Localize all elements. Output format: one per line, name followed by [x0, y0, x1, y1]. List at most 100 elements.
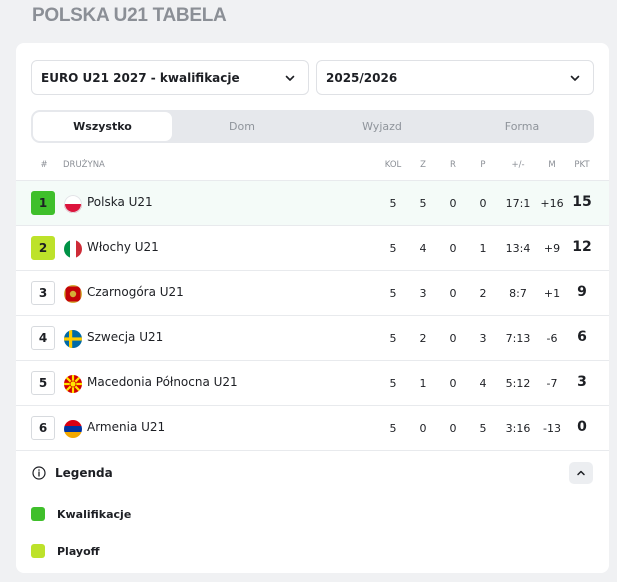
competition-select-value: EURO U21 2027 - kwalifikacje: [41, 70, 240, 85]
header-points: PKT: [574, 160, 590, 170]
goal-difference: +9: [543, 242, 561, 255]
poland-flag-icon: [64, 195, 82, 213]
draws: 0: [449, 332, 457, 345]
filter-tabs: Wszystko Dom Wyjazd Forma: [31, 110, 594, 143]
team-name[interactable]: Polska U21: [87, 195, 153, 209]
team-name[interactable]: Szwecja U21: [87, 330, 164, 344]
position-badge: 4: [31, 326, 55, 350]
table-row[interactable]: 1 Polska U21 5 5 0 0 17:1 +16 15: [16, 180, 609, 225]
sweden-flag-icon: [64, 330, 82, 348]
draws: 0: [449, 197, 457, 210]
draws: 0: [449, 287, 457, 300]
page-title: POLSKA U21 TABELA: [32, 5, 227, 26]
header-pos: #: [40, 160, 48, 170]
matches-played: 5: [389, 422, 397, 435]
chevron-up-icon: [577, 470, 585, 476]
competition-select[interactable]: EURO U21 2027 - kwalifikacje: [31, 60, 309, 95]
chevron-down-icon: [570, 75, 580, 81]
season-select[interactable]: 2025/2026: [316, 60, 594, 95]
legend-label: Playoff: [57, 544, 100, 558]
wins: 3: [419, 287, 427, 300]
legend-collapse-button[interactable]: [569, 462, 593, 484]
legend-item-playoff: Playoff: [31, 543, 100, 559]
team-name[interactable]: Macedonia Północna U21: [87, 375, 238, 389]
tab-dom[interactable]: Dom: [229, 120, 255, 133]
draws: 0: [449, 377, 457, 390]
goal-difference: +1: [543, 287, 561, 300]
position-badge: 1: [31, 191, 55, 215]
tab-forma[interactable]: Forma: [504, 120, 540, 133]
wins: 0: [419, 422, 427, 435]
table-row[interactable]: 3 Czarnogóra U21 5 3 0 2 8:7 +1 9: [16, 270, 609, 315]
goal-difference: -6: [546, 332, 558, 345]
matches-played: 5: [389, 332, 397, 345]
team-name[interactable]: Czarnogóra U21: [87, 285, 184, 299]
position-badge: 5: [31, 371, 55, 395]
table-header: # DRUŻYNA KOL Z R P +/- M PKT: [16, 155, 609, 175]
goals: 3:16: [505, 422, 531, 435]
points: 3: [577, 374, 587, 390]
goal-difference: -7: [546, 377, 558, 390]
points: 12: [572, 239, 592, 255]
losses: 4: [479, 377, 487, 390]
header-team: DRUŻYNA: [63, 160, 105, 170]
goals: 7:13: [505, 332, 531, 345]
points: 6: [577, 329, 587, 345]
info-icon: [32, 466, 46, 480]
goals: 8:7: [509, 287, 527, 300]
chevron-down-icon: [285, 75, 295, 81]
position-badge: 2: [31, 236, 55, 260]
losses: 1: [479, 242, 487, 255]
position-badge: 6: [31, 416, 55, 440]
table-row[interactable]: 2 Włochy U21 5 4 0 1 13:4 +9 12: [16, 225, 609, 270]
losses: 0: [479, 197, 487, 210]
header-kol: KOL: [384, 160, 402, 170]
team-name[interactable]: Armenia U21: [87, 420, 166, 434]
points: 9: [577, 284, 587, 300]
legend-swatch: [31, 507, 45, 521]
matches-played: 5: [389, 197, 397, 210]
team-name[interactable]: Włochy U21: [87, 240, 159, 254]
losses: 3: [479, 332, 487, 345]
wins: 5: [419, 197, 427, 210]
losses: 5: [479, 422, 487, 435]
legend-title: Legenda: [55, 466, 113, 480]
draws: 0: [449, 422, 457, 435]
wins: 2: [419, 332, 427, 345]
wins: 1: [419, 377, 427, 390]
legend-item-qualification: Kwalifikacje: [31, 506, 131, 522]
header-goal-diff: M: [548, 160, 556, 170]
matches-played: 5: [389, 287, 397, 300]
montenegro-flag-icon: [64, 285, 82, 303]
season-select-value: 2025/2026: [326, 70, 398, 85]
header-r: R: [450, 160, 456, 170]
table-row[interactable]: 5 Macedonia Północna U21 5 1 0 4 5:12 -7…: [16, 360, 609, 405]
legend-header[interactable]: Legenda: [16, 450, 609, 494]
points: 0: [577, 419, 587, 435]
points: 15: [572, 194, 592, 210]
tab-wszystko[interactable]: Wszystko: [33, 112, 172, 141]
north-macedonia-flag-icon: [64, 375, 82, 393]
header-goals: +/-: [511, 160, 525, 170]
losses: 2: [479, 287, 487, 300]
matches-played: 5: [389, 377, 397, 390]
goals: 17:1: [505, 197, 531, 210]
header-p: P: [480, 160, 486, 170]
goals: 13:4: [505, 242, 531, 255]
table-row[interactable]: 4 Szwecja U21 5 2 0 3 7:13 -6 6: [16, 315, 609, 360]
armenia-flag-icon: [64, 420, 82, 438]
legend-label: Kwalifikacje: [57, 507, 132, 521]
legend-swatch: [31, 544, 45, 558]
standings-card: EURO U21 2027 - kwalifikacje 2025/2026 W…: [16, 43, 609, 573]
italy-flag-icon: [64, 240, 82, 258]
header-z: Z: [420, 160, 426, 170]
position-badge: 3: [31, 281, 55, 305]
table-row[interactable]: 6 Armenia U21 5 0 0 5 3:16 -13 0: [16, 405, 609, 450]
draws: 0: [449, 242, 457, 255]
matches-played: 5: [389, 242, 397, 255]
wins: 4: [419, 242, 427, 255]
goal-difference: -13: [543, 422, 561, 435]
tab-wyjazd[interactable]: Wyjazd: [362, 120, 402, 133]
goal-difference: +16: [540, 197, 564, 210]
goals: 5:12: [505, 377, 531, 390]
